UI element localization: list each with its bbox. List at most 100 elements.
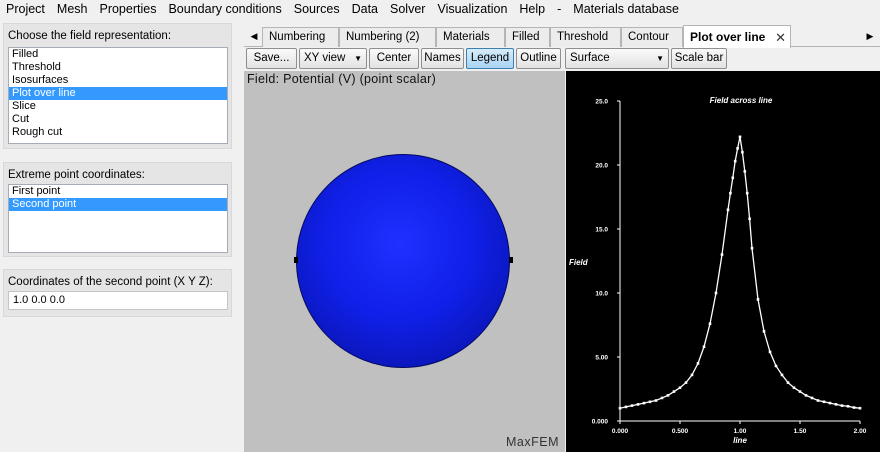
x-tick-label: 2.00: [854, 428, 867, 435]
extreme-title: Extreme point coordinates:: [8, 169, 145, 181]
menu-bar: Project Mesh Properties Boundary conditions…: [0, 0, 880, 18]
y-tick-label: 0.000: [592, 419, 609, 426]
list-item[interactable]: Slice: [12, 100, 36, 112]
tab-scroll-left-icon[interactable]: ◀: [250, 30, 258, 41]
plot-panel[interactable]: 0.000 5.00 10.0 15.0 20.0 25.0 0.000 0.500 1.00 1…: [566, 71, 880, 452]
menu-item-mesh[interactable]: Mesh: [56, 2, 88, 16]
y-axis-label: Field: [569, 258, 589, 267]
data-point: [624, 405, 628, 409]
data-point: [756, 298, 760, 301]
sphere-right-point: [509, 257, 513, 263]
y-tick-label: 20.0: [595, 163, 608, 170]
data-point: [731, 176, 735, 180]
3d-viewer[interactable]: Field: Potential (V) (point scalar) MaxF…: [244, 71, 565, 452]
chevron-down-icon: ▼: [656, 54, 664, 63]
data-point: [636, 403, 640, 406]
data-point: [858, 406, 862, 410]
center-button[interactable]: Center: [369, 48, 419, 69]
chart-title: Field across line: [710, 96, 773, 105]
close-tab-icon[interactable]: ✕: [775, 30, 786, 45]
x-tick-label: 0.500: [672, 428, 689, 435]
data-point: [738, 135, 742, 139]
view-select[interactable]: XY view ▼: [299, 48, 367, 69]
list-item[interactable]: Threshold: [12, 61, 61, 73]
list-item[interactable]: Second point: [9, 198, 227, 211]
menu-item-project[interactable]: Project: [6, 2, 45, 16]
coords-input[interactable]: 1.0 0.0 0.0: [8, 291, 228, 310]
data-point: [840, 404, 844, 407]
data-point: [828, 401, 832, 405]
data-point: [768, 350, 772, 354]
x-axis-label: line: [733, 436, 747, 445]
menu-item-solver[interactable]: Solver: [390, 2, 426, 16]
data-point: [672, 390, 676, 393]
line-chart: 0.000 5.00 10.0 15.0 20.0 25.0 0.000 0.500 1.00 1…: [569, 96, 867, 445]
viewer-toolbar: Save... XY view ▼ Center Names Legend Ou…: [244, 48, 880, 71]
sphere-model: [296, 154, 510, 368]
y-tick-label: 10.0: [595, 291, 608, 298]
data-point: [729, 191, 732, 195]
chevron-down-icon: ▼: [354, 54, 362, 63]
tab-threshold[interactable]: Threshold: [550, 27, 621, 47]
data-point: [726, 208, 730, 212]
list-item[interactable]: Cut: [12, 113, 30, 125]
surface-select[interactable]: Surface ▼: [565, 48, 669, 69]
legend-button[interactable]: Legend: [466, 48, 514, 69]
field-label: Field: Potential (V) (point scalar): [247, 72, 437, 86]
right-area: ◀ Numbering Numbering (2) Materials Fill…: [244, 22, 880, 452]
representation-list[interactable]: Filled Threshold Isosurfaces Plot over line…: [8, 47, 228, 144]
list-item[interactable]: Plot over line: [9, 87, 227, 100]
left-panel: Choose the field representation: Filled T…: [0, 18, 242, 452]
data-point: [762, 330, 766, 333]
tab-numbering[interactable]: Numbering: [262, 27, 339, 47]
scale-bar-button[interactable]: Scale bar: [671, 48, 727, 69]
data-point: [834, 403, 838, 406]
list-item[interactable]: Isosurfaces: [12, 74, 69, 86]
extreme-point-list[interactable]: First point Second point: [8, 184, 228, 253]
menu-item-materials-database[interactable]: Materials database: [573, 2, 679, 16]
sphere-left-point: [294, 257, 298, 263]
data-point: [642, 401, 646, 405]
list-item[interactable]: Filled: [12, 48, 39, 60]
brand-watermark: MaxFEM: [506, 435, 559, 449]
data-point: [690, 373, 694, 377]
tab-scroll-right-icon[interactable]: ▶: [866, 30, 874, 41]
tab-filled[interactable]: Filled: [505, 27, 550, 47]
list-item[interactable]: First point: [12, 185, 61, 197]
data-point: [733, 159, 737, 163]
menu-item-data[interactable]: Data: [351, 2, 379, 16]
data-point: [678, 386, 682, 390]
tab-numbering-2[interactable]: Numbering (2): [339, 27, 436, 47]
menu-item-sources[interactable]: Sources: [293, 2, 340, 16]
menu-item-properties[interactable]: Properties: [99, 2, 157, 16]
list-item[interactable]: Rough cut: [12, 126, 63, 138]
data-point: [618, 406, 622, 410]
menu-item-help[interactable]: Help: [519, 2, 546, 16]
x-tick-label: 0.000: [612, 428, 629, 435]
tab-materials[interactable]: Materials: [436, 27, 505, 47]
data-point: [748, 217, 751, 221]
data-point: [666, 394, 670, 397]
data-point: [846, 404, 850, 408]
names-button[interactable]: Names: [421, 48, 464, 69]
data-point: [702, 345, 706, 349]
tab-plot-over-line[interactable]: Plot over line ✕: [683, 25, 791, 48]
menu-item-boundary-conditions[interactable]: Boundary conditions: [168, 2, 282, 16]
data-point: [804, 394, 808, 397]
view-select-value: XY view: [304, 52, 346, 64]
extreme-group: Extreme point coordinates: First point Se…: [3, 162, 232, 257]
x-tick-label: 1.00: [734, 428, 747, 435]
data-point: [792, 386, 796, 390]
outline-button[interactable]: Outline: [516, 48, 561, 69]
tab-contour[interactable]: Contour: [621, 27, 683, 47]
save-button[interactable]: Save...: [246, 48, 297, 69]
coords-title: Coordinates of the second point (X Y Z):: [8, 276, 213, 288]
data-point: [750, 246, 754, 250]
data-point: [630, 404, 634, 407]
menu-item-visualization[interactable]: Visualization: [437, 2, 508, 16]
y-tick-label: 25.0: [595, 99, 608, 106]
x-tick-label: 1.50: [794, 428, 807, 435]
data-point: [810, 396, 814, 400]
data-point: [720, 253, 724, 256]
coords-group: Coordinates of the second point (X Y Z):…: [3, 269, 232, 317]
